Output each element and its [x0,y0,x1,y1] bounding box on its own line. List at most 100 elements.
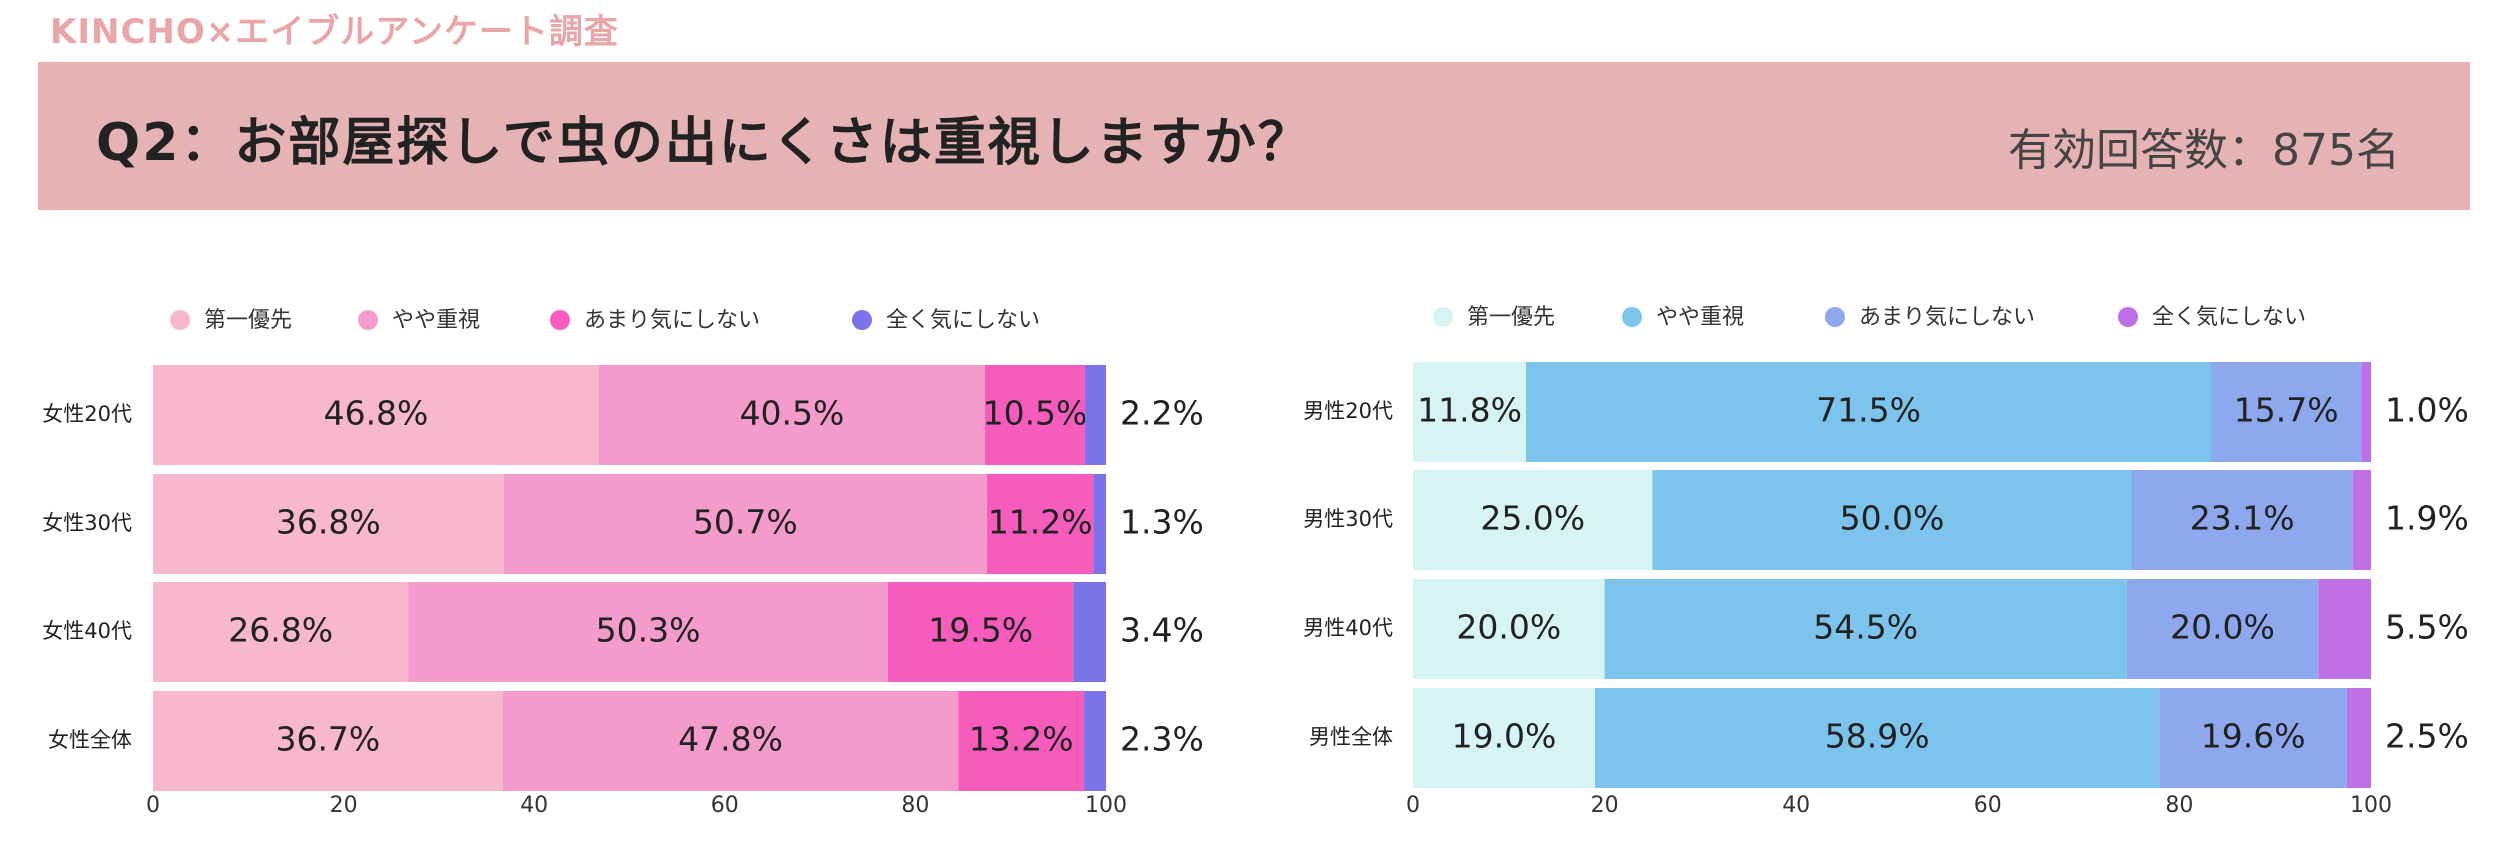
data-label: 2.2% [1120,394,1204,433]
data-label: 11.8% [1417,391,1522,430]
bar-segment [2131,470,2353,570]
bar-segment [2361,362,2371,462]
data-label: 71.5% [1816,391,1921,430]
bar-segment [502,691,959,791]
data-label: 50.7% [693,503,798,542]
legend-marker [1433,307,1453,327]
legend-marker [358,310,378,330]
legend-label: あまり気にしない [584,308,760,333]
bar-segment [2159,688,2348,788]
bar-segment [1073,582,1106,682]
category-label: 女性40代 [42,619,132,643]
x-tick-label: 20 [1591,793,1619,818]
category-label: 女性20代 [42,402,132,426]
x-tick-label: 0 [146,793,160,818]
category-label: 男性40代 [1303,616,1393,640]
bar-segment [1604,579,2127,679]
data-label: 50.3% [596,611,701,650]
x-tick-label: 60 [1974,793,2002,818]
bar-segment [408,582,888,682]
bar-segment [1084,691,1106,791]
data-label: 19.6% [2201,717,2306,756]
category-label: 男性全体 [1309,725,1393,749]
data-label: 36.8% [276,503,381,542]
x-tick-label: 100 [2350,793,2392,818]
data-label: 13.2% [969,720,1074,759]
legend-label: 第一優先 [204,308,292,333]
legend-marker [1622,307,1642,327]
category-label: 女性全体 [48,728,132,752]
bar-segment [2211,362,2362,462]
bar-segment [2126,579,2319,679]
data-label: 11.2% [988,503,1093,542]
x-tick-label: 60 [711,793,739,818]
data-label: 10.5% [983,394,1088,433]
data-label: 15.7% [2234,391,2339,430]
data-label: 1.9% [2385,499,2469,538]
data-label: 3.4% [1120,611,1204,650]
data-label: 5.5% [2385,608,2469,647]
bar-segment [2347,688,2371,788]
category-label: 女性30代 [42,511,132,535]
question-title: Q2：お部屋探しで虫の出にくさは重視しますか？ [96,113,1312,173]
bar-segment [1652,470,2132,570]
bar-segment [1093,474,1106,574]
bar-segment [1413,688,1596,788]
data-label: 40.5% [740,394,845,433]
bar-segment [153,474,504,574]
bar-segment [153,582,409,682]
data-label: 20.0% [2170,608,2275,647]
legend-label: あまり気にしない [1859,305,2035,330]
legend-marker [852,310,872,330]
data-label: 19.0% [1452,717,1557,756]
data-label: 2.5% [2385,717,2469,756]
bar-segment [1526,362,2212,462]
bar-segment [153,365,600,465]
data-label: 1.0% [2385,391,2469,430]
legend-label: やや重視 [392,308,480,333]
bar-segment [887,582,1074,682]
data-label: 47.8% [678,720,783,759]
data-label: 25.0% [1480,499,1585,538]
data-label: 58.9% [1825,717,1930,756]
category-label: 男性20代 [1303,399,1393,423]
data-label: 20.0% [1456,608,1561,647]
bar-segment [1413,470,1653,570]
legend-marker [1825,307,1845,327]
bar-segment [2352,470,2371,570]
bar-segment [986,474,1094,574]
data-label: 2.3% [1120,720,1204,759]
respondent-count: 有効回答数：875名 [2008,125,2400,176]
data-label: 23.1% [2190,499,2295,538]
data-label: 26.8% [228,611,333,650]
data-label: 54.5% [1813,608,1918,647]
data-label: 1.3% [1120,503,1204,542]
bar-segment [1413,579,1605,679]
bar-segment [153,691,503,791]
x-tick-label: 40 [1782,793,1810,818]
bar-segment [503,474,987,574]
bar-segment [1085,365,1106,465]
survey-brand: KINCHO×エイブルアンケート調査 [50,12,619,52]
x-tick-label: 0 [1406,793,1420,818]
data-label: 50.0% [1840,499,1945,538]
legend-marker [550,310,570,330]
bar-segment [958,691,1085,791]
legend-label: 全く気にしない [2152,305,2306,330]
x-tick-label: 20 [330,793,358,818]
category-label: 男性30代 [1303,507,1393,531]
legend-marker [170,310,190,330]
bar-segment [599,365,985,465]
x-tick-label: 80 [901,793,929,818]
x-tick-label: 100 [1085,793,1127,818]
bar-segment [2318,579,2371,679]
legend-label: 全く気にしない [886,308,1040,333]
bar-segment [1595,688,2160,788]
legend-label: 第一優先 [1467,305,1555,330]
legend-label: やや重視 [1656,305,1744,330]
data-label: 36.7% [275,720,380,759]
data-label: 46.8% [324,394,429,433]
question-banner: Q2：お部屋探しで虫の出にくさは重視しますか？ 有効回答数：875名 [38,62,2470,210]
legend-marker [2118,307,2138,327]
